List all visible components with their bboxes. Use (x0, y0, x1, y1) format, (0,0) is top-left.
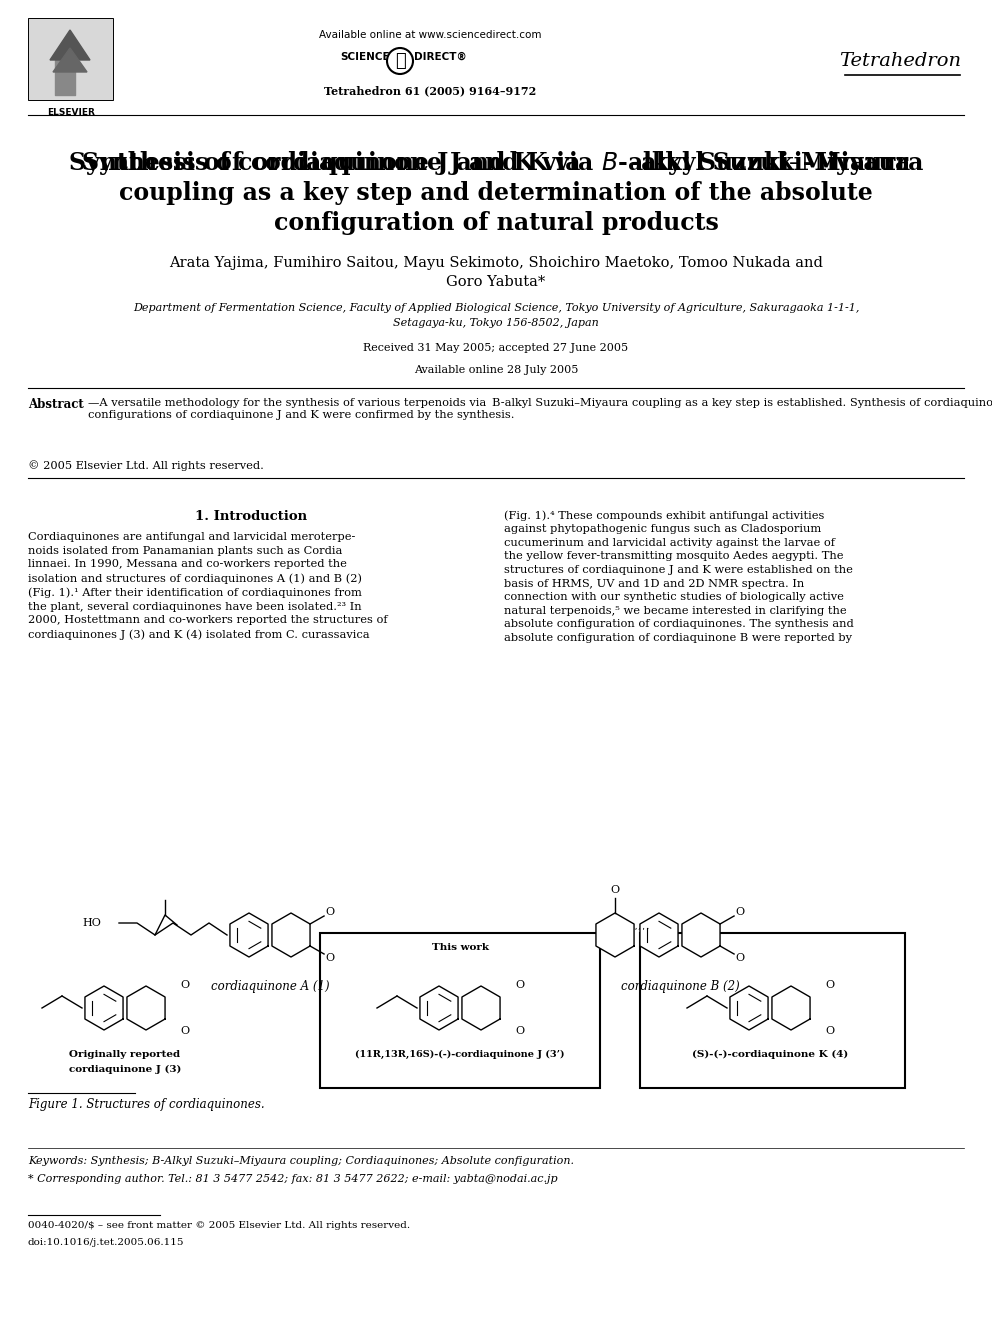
Text: Tetrahedron 61 (2005) 9164–9172: Tetrahedron 61 (2005) 9164–9172 (323, 85, 536, 97)
Text: (S)-(-)-cordiaquinone K (4): (S)-(-)-cordiaquinone K (4) (691, 1050, 848, 1060)
Circle shape (387, 48, 413, 74)
Text: Figure 1. Structures of cordiaquinones.: Figure 1. Structures of cordiaquinones. (28, 1098, 265, 1111)
Text: doi:10.1016/j.tet.2005.06.115: doi:10.1016/j.tet.2005.06.115 (28, 1238, 185, 1248)
Text: O: O (825, 980, 834, 990)
Text: O: O (181, 980, 189, 990)
Polygon shape (772, 986, 810, 1031)
Polygon shape (50, 30, 90, 60)
Text: cordiaquinone J (3): cordiaquinone J (3) (68, 1065, 182, 1074)
Polygon shape (53, 48, 87, 71)
Text: ,,,,: ,,,, (634, 923, 651, 930)
Polygon shape (230, 913, 268, 957)
Bar (640, 933, 905, 1088)
Polygon shape (596, 913, 634, 957)
Text: This work: This work (432, 943, 488, 953)
Text: cordiaquinone B (2): cordiaquinone B (2) (621, 980, 739, 994)
Text: SCIENCE: SCIENCE (340, 52, 390, 62)
Text: © 2005 Elsevier Ltd. All rights reserved.: © 2005 Elsevier Ltd. All rights reserved… (28, 460, 264, 471)
Bar (28, 19, 113, 101)
Text: Available online at www.sciencedirect.com: Available online at www.sciencedirect.co… (318, 30, 542, 40)
Text: 1. Introduction: 1. Introduction (195, 509, 308, 523)
Text: O: O (516, 1027, 525, 1036)
Polygon shape (730, 986, 768, 1031)
Text: Originally reported: Originally reported (69, 1050, 181, 1058)
Polygon shape (420, 986, 458, 1031)
Text: DIRECT®: DIRECT® (414, 52, 467, 62)
Text: O: O (735, 953, 745, 963)
Text: —A versatile methodology for the synthesis of various terpenoids via  B-alkyl Su: —A versatile methodology for the synthes… (88, 398, 992, 419)
Text: Synthesis of cordiaquinone J and K via $\mathit{B}$-alkyl Suzuki–Miyaura: Synthesis of cordiaquinone J and K via $… (81, 149, 911, 177)
Text: Abstract: Abstract (28, 398, 83, 411)
Text: coupling as a key step and determination of the absolute: coupling as a key step and determination… (119, 181, 873, 205)
Text: * Corresponding author. Tel.: 81 3 5477 2542; fax: 81 3 5477 2622; e-mail: yabta: * Corresponding author. Tel.: 81 3 5477 … (28, 1174, 558, 1184)
Text: O: O (325, 908, 334, 917)
Polygon shape (682, 913, 720, 957)
Text: O: O (735, 908, 745, 917)
Polygon shape (272, 913, 310, 957)
Polygon shape (640, 913, 679, 957)
Text: (Fig. 1).⁴ These compounds exhibit antifungal activities
against phytopathogenic: (Fig. 1).⁴ These compounds exhibit antif… (504, 509, 854, 643)
Text: Goro Yabuta*: Goro Yabuta* (446, 275, 546, 288)
Text: O: O (516, 980, 525, 990)
Text: O: O (825, 1027, 834, 1036)
Text: O: O (325, 953, 334, 963)
Text: O: O (181, 1027, 189, 1036)
Text: Keywords: Synthesis; B-Alkyl Suzuki–Miyaura coupling; Cordiaquinones; Absolute c: Keywords: Synthesis; B-Alkyl Suzuki–Miya… (28, 1156, 574, 1166)
Text: Received 31 May 2005; accepted 27 June 2005: Received 31 May 2005; accepted 27 June 2… (363, 343, 629, 353)
Text: ⓐ: ⓐ (395, 52, 406, 70)
Polygon shape (462, 986, 500, 1031)
Text: Available online 28 July 2005: Available online 28 July 2005 (414, 365, 578, 374)
Text: HO: HO (82, 918, 101, 927)
Text: cordiaquinone A (1): cordiaquinone A (1) (210, 980, 329, 994)
Text: O: O (610, 885, 620, 894)
Text: ELSEVIER: ELSEVIER (47, 108, 95, 116)
Bar (320, 933, 600, 1088)
Polygon shape (85, 986, 123, 1031)
Text: Department of Fermentation Science, Faculty of Applied Biological Science, Tokyo: Department of Fermentation Science, Facu… (133, 303, 859, 314)
Text: Synthesis of cordiaquinone J and K via          -alkyl Suzuki–Miyaura: Synthesis of cordiaquinone J and K via -… (68, 151, 924, 175)
Text: configuration of natural products: configuration of natural products (274, 210, 718, 235)
Text: (11R,13R,16S)-(-)-cordiaquinone J (3’): (11R,13R,16S)-(-)-cordiaquinone J (3’) (355, 1050, 564, 1060)
Text: Cordiaquinones are antifungal and larvicidal meroterpe-
noids isolated from Pana: Cordiaquinones are antifungal and larvic… (28, 532, 388, 639)
Text: Tetrahedron: Tetrahedron (839, 52, 961, 70)
Text: Setagaya-ku, Tokyo 156-8502, Japan: Setagaya-ku, Tokyo 156-8502, Japan (393, 318, 599, 328)
Polygon shape (127, 986, 165, 1031)
Text: 0040-4020/$ – see front matter © 2005 Elsevier Ltd. All rights reserved.: 0040-4020/$ – see front matter © 2005 El… (28, 1221, 410, 1230)
Text: Arata Yajima, Fumihiro Saitou, Mayu Sekimoto, Shoichiro Maetoko, Tomoo Nukada an: Arata Yajima, Fumihiro Saitou, Mayu Seki… (169, 255, 823, 270)
